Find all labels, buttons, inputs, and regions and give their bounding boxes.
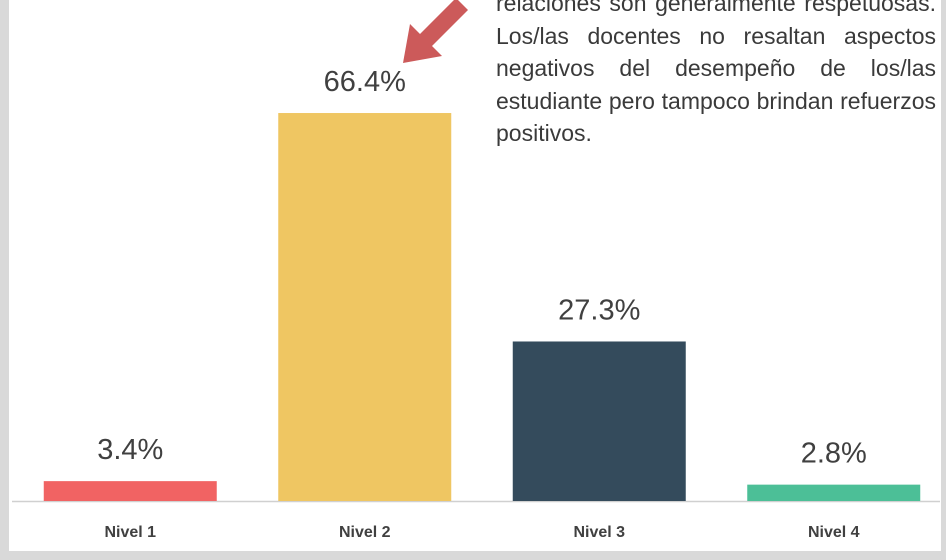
annotation: relaciones son generalmente respetuosas.… — [496, 0, 936, 146]
arrow-head — [403, 24, 442, 63]
value-label: 66.4% — [324, 66, 406, 98]
value-label: 27.3% — [558, 294, 640, 326]
bar — [747, 484, 921, 501]
bar — [43, 481, 217, 501]
arrow-shaft — [418, 0, 469, 48]
bar — [278, 113, 452, 501]
value-label: 2.8% — [801, 438, 867, 470]
frame-right — [941, 0, 946, 560]
x-tick-label: Nivel 4 — [808, 524, 860, 541]
x-tick-label: Nivel 1 — [104, 524, 156, 541]
frame-bottom — [0, 551, 946, 560]
arrow — [403, 0, 469, 63]
x-tick-label: Nivel 2 — [339, 524, 391, 541]
bar — [512, 341, 686, 501]
x-tick-label: Nivel 3 — [573, 524, 625, 541]
frame-left — [0, 0, 9, 560]
value-label: 3.4% — [97, 434, 163, 466]
